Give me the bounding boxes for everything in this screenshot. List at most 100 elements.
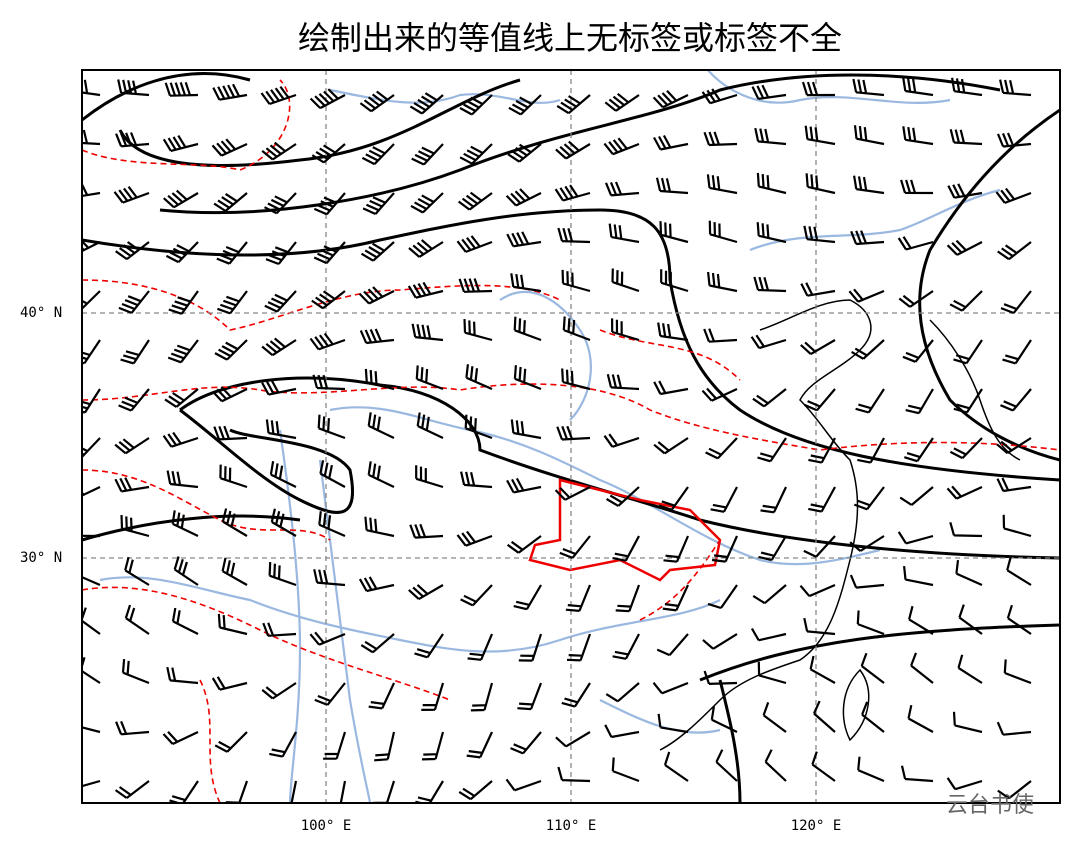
wind-barb — [510, 419, 542, 440]
wind-barb — [408, 584, 444, 601]
wind-barb — [457, 191, 493, 211]
wind-barb — [216, 241, 248, 265]
wind-barb — [701, 387, 738, 402]
wind-barb — [458, 780, 493, 801]
wind-barb — [221, 508, 248, 537]
wind-barb — [82, 129, 101, 146]
wind-barb — [167, 339, 199, 364]
wind-barb — [559, 535, 591, 559]
wind-barb — [360, 241, 395, 262]
wind-barb — [173, 556, 199, 586]
wind-barb — [409, 523, 444, 539]
wind-barb — [261, 141, 297, 161]
lon-label: 120° E — [791, 818, 842, 834]
wind-barb — [313, 569, 346, 587]
wind-barb — [82, 388, 101, 414]
wind-barb — [470, 682, 494, 712]
wind-barb — [803, 617, 836, 636]
wind-barb — [456, 235, 493, 253]
wind-barb — [565, 584, 592, 612]
wind-barb — [902, 126, 934, 146]
wind-barb — [808, 437, 836, 464]
wind-barb — [701, 88, 738, 105]
wind-barb — [513, 584, 542, 611]
wind-barb — [409, 92, 444, 115]
wind-barb — [269, 731, 297, 758]
wind-barb — [857, 437, 885, 464]
wind-barb — [899, 486, 934, 506]
wind-barb — [415, 365, 444, 391]
wind-barb — [949, 437, 983, 460]
wind-barb — [655, 177, 689, 195]
wind-barb — [264, 290, 297, 313]
wind-barb — [611, 268, 640, 293]
wind-barb — [653, 380, 689, 396]
wind-barb — [608, 223, 640, 244]
wind-barb — [359, 90, 395, 113]
wind-barb — [910, 652, 934, 684]
wind-barb — [908, 605, 934, 635]
wind-barb — [124, 556, 150, 586]
wind-barb — [849, 574, 885, 589]
wind-barb — [1006, 604, 1032, 635]
wind-barb — [513, 316, 542, 342]
wind-barb — [309, 631, 346, 646]
wind-barb — [82, 779, 101, 788]
wind-barb — [460, 471, 493, 489]
wind-barb — [367, 461, 395, 488]
wind-barb — [703, 670, 738, 685]
wind-barb — [656, 633, 689, 657]
wind-barb — [853, 125, 885, 146]
wind-barb — [82, 726, 101, 734]
wind-barb — [803, 535, 836, 558]
wind-barb — [803, 388, 836, 412]
wind-barb — [505, 778, 542, 792]
wind-barb — [82, 339, 101, 365]
wind-barb — [946, 777, 983, 791]
lat-label: 40° N — [20, 305, 62, 321]
wind-barb — [803, 225, 836, 244]
wind-barb — [554, 184, 591, 202]
wind-barb — [115, 241, 150, 260]
wind-barb — [336, 780, 347, 803]
wind-barb — [702, 633, 738, 650]
wind-barb — [411, 143, 444, 166]
wind-barb — [459, 143, 493, 165]
wind-barb — [996, 437, 1032, 455]
temperature-contours — [82, 79, 1060, 803]
wind-barb — [312, 374, 346, 391]
wind-barb — [955, 559, 983, 587]
wind-barb — [82, 290, 101, 311]
wind-barb — [752, 584, 787, 605]
wind-barb — [309, 88, 346, 110]
wind-barb — [82, 79, 101, 97]
wind-barb — [606, 373, 640, 391]
wind-barb — [421, 731, 445, 761]
wind-barb — [261, 380, 297, 396]
wind-barb — [707, 271, 738, 293]
wind-barb — [804, 125, 836, 146]
wind-barb — [762, 702, 787, 733]
wind-barb — [715, 749, 738, 782]
wind-barb — [658, 486, 689, 511]
wind-barb — [359, 328, 395, 345]
wind-barb — [757, 437, 787, 463]
wind-barb — [556, 425, 591, 441]
wind-barb — [997, 241, 1032, 261]
wind-barb — [463, 319, 493, 342]
wind-barb — [460, 584, 493, 607]
wind-barb — [507, 143, 542, 163]
wind-barb — [219, 464, 248, 489]
wind-barb — [905, 388, 934, 415]
wind-barb — [212, 83, 248, 101]
wind-barb — [464, 414, 493, 440]
wind-barb — [1002, 514, 1032, 538]
wind-barb — [949, 522, 983, 538]
wind-barb — [999, 79, 1032, 97]
wind-barb — [953, 388, 983, 414]
wind-barb — [213, 192, 248, 212]
wind-barb — [467, 633, 494, 661]
wind-barb — [506, 535, 542, 554]
wind-barb — [604, 181, 640, 197]
wind-barb — [604, 724, 640, 739]
